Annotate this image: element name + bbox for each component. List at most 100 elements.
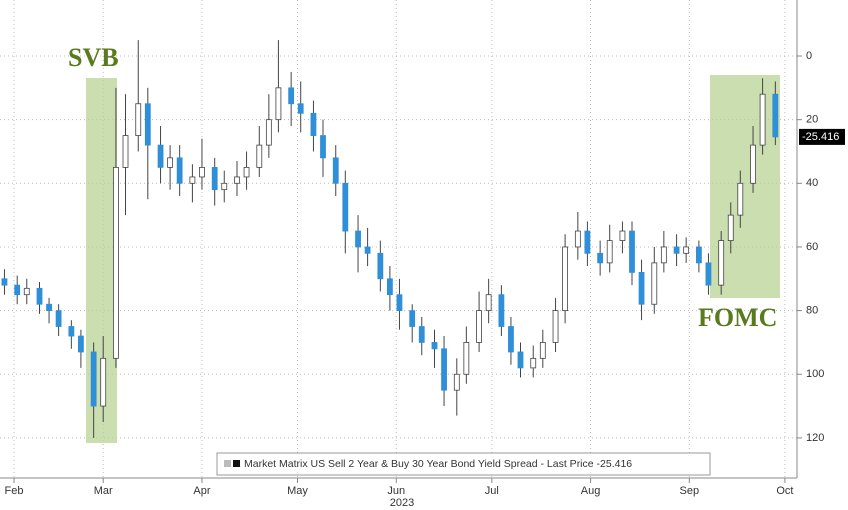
candle-body [463, 342, 470, 375]
candle-body [90, 351, 97, 407]
y-tick-label: 100 [806, 368, 824, 380]
candle-body [517, 351, 524, 369]
candle-body [619, 230, 626, 241]
candle-body [355, 230, 361, 248]
legend-text: Market Matrix US Sell 2 Year & Buy 30 Ye… [244, 458, 632, 470]
candle-body [320, 135, 326, 159]
candle-body [673, 246, 680, 254]
candle-body [332, 157, 339, 184]
candle-body [144, 103, 151, 146]
candle-body [310, 112, 317, 136]
candle-body [265, 119, 272, 146]
candle-body [377, 252, 384, 280]
candle-body [176, 157, 183, 184]
candle-body [234, 176, 240, 184]
candle-body [498, 294, 505, 327]
candle-body [386, 278, 393, 296]
x-tick-label: Oct [776, 485, 793, 497]
candle-body [441, 348, 447, 391]
x-tick-label: Apr [193, 485, 210, 497]
candle-body [14, 284, 21, 296]
x-tick-label: Jun [387, 485, 405, 497]
candle-body [113, 166, 119, 359]
candle-body [211, 166, 218, 191]
candle-body [772, 93, 779, 138]
candle-body [485, 294, 492, 312]
candle-body [705, 262, 712, 286]
candle-body [530, 357, 537, 369]
x-tick-label: May [287, 485, 308, 497]
candle-body [606, 240, 613, 264]
candle-body [727, 214, 734, 241]
candle-body [718, 240, 725, 286]
last-price-label: -25.416 [802, 131, 839, 143]
candle-body [396, 294, 403, 312]
candle-body [737, 182, 744, 216]
candle-body [55, 310, 62, 327]
candle-body [651, 262, 658, 305]
candle-body [36, 287, 43, 305]
x-tick-label: Sep [680, 485, 700, 497]
candle-body [297, 103, 304, 114]
candle-body [629, 230, 635, 273]
candle-body [157, 144, 164, 168]
candle-body [364, 246, 371, 254]
candle-body [584, 230, 591, 254]
fomc-label: FOMC [698, 303, 777, 332]
candle-body [221, 182, 228, 191]
candle-body [508, 326, 514, 353]
candle-body [1, 278, 8, 286]
candle-body [660, 246, 667, 264]
year-label: 2023 [390, 497, 414, 509]
candle-body [638, 272, 645, 305]
x-tick-label: Feb [5, 485, 24, 497]
legend-swatch [224, 460, 231, 467]
candle-body [476, 310, 482, 343]
y-tick-label: 40 [806, 177, 818, 189]
y-tick-label: 20 [806, 114, 818, 126]
y-tick-label: 0 [806, 50, 812, 62]
candle-body [100, 357, 107, 407]
candle-body [23, 287, 30, 296]
candle-body [552, 310, 559, 343]
legend-box [216, 452, 711, 476]
candle-body [342, 182, 349, 232]
x-tick-label: Jul [485, 485, 499, 497]
legend-swatch [233, 460, 240, 467]
candle-body [122, 135, 129, 168]
plot-area [0, 0, 797, 478]
candle-body [759, 93, 766, 146]
candle-body [135, 103, 142, 136]
svb-label: SVB [68, 43, 119, 72]
y-tick-label: 60 [806, 241, 818, 253]
candle-body [275, 87, 282, 121]
x-tick-label: Aug [581, 485, 601, 497]
candle-body [409, 310, 416, 327]
last-price-tag [799, 128, 845, 145]
candle-body [167, 157, 174, 168]
candle-body [199, 166, 205, 178]
candle-body [256, 144, 263, 168]
candle-body [574, 230, 581, 248]
y-tick-label: 80 [806, 305, 818, 317]
candle-body [418, 326, 425, 343]
candle-body [288, 87, 295, 105]
candle-body [431, 342, 438, 350]
candle-body [453, 373, 460, 391]
candle-body [750, 144, 756, 184]
x-tick-label: Mar [94, 485, 113, 497]
candles [1, 40, 779, 438]
candle-body [562, 246, 568, 312]
candle-body [539, 342, 546, 359]
candle-body [68, 326, 75, 337]
candle-body [243, 166, 250, 178]
candle-body [683, 246, 690, 254]
y-tick-label: 120 [806, 432, 824, 444]
axes: 0 20 40 60 80 100 120 Feb Mar Apr May Jun Jul Aug Sep O… [5, 50, 845, 497]
candle-body [597, 252, 604, 264]
candle-body [78, 335, 84, 353]
candle-body [46, 303, 52, 312]
candle-body [189, 176, 196, 184]
candle-body [695, 246, 702, 264]
